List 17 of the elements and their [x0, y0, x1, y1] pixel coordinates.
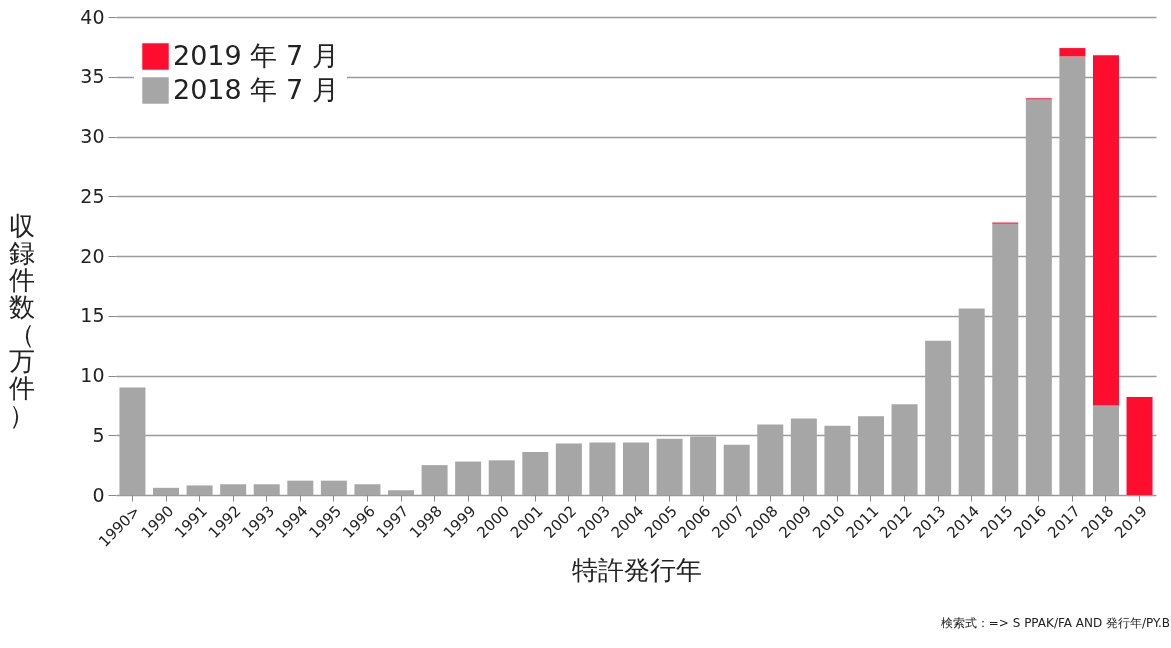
y-tick-label: 15 — [80, 304, 105, 327]
bar — [1092, 55, 1119, 406]
y-tick-label: 10 — [80, 364, 105, 386]
y-tick-label: 30 — [80, 125, 105, 147]
y-tick-label: 5 — [92, 423, 105, 446]
y-tick-label: 40 — [80, 5, 105, 28]
y-tick-label: 20 — [80, 244, 105, 267]
x-axis-title: 特許発行年 — [571, 554, 702, 585]
legend-label: 2018 年 7 月 — [173, 73, 339, 105]
y-axis-title: 収録件数（万件） — [8, 210, 35, 430]
y-tick-label: 0 — [92, 483, 105, 506]
text: 検索式：=> S PPAK/FA AND 発行年/PY.B — [940, 616, 1170, 630]
y-tick-label: 25 — [80, 184, 105, 207]
bar — [1059, 48, 1086, 57]
y-tick-label: 35 — [80, 65, 105, 88]
legend-label: 2019 年 7 月 — [173, 39, 339, 71]
bar — [1126, 397, 1153, 495]
